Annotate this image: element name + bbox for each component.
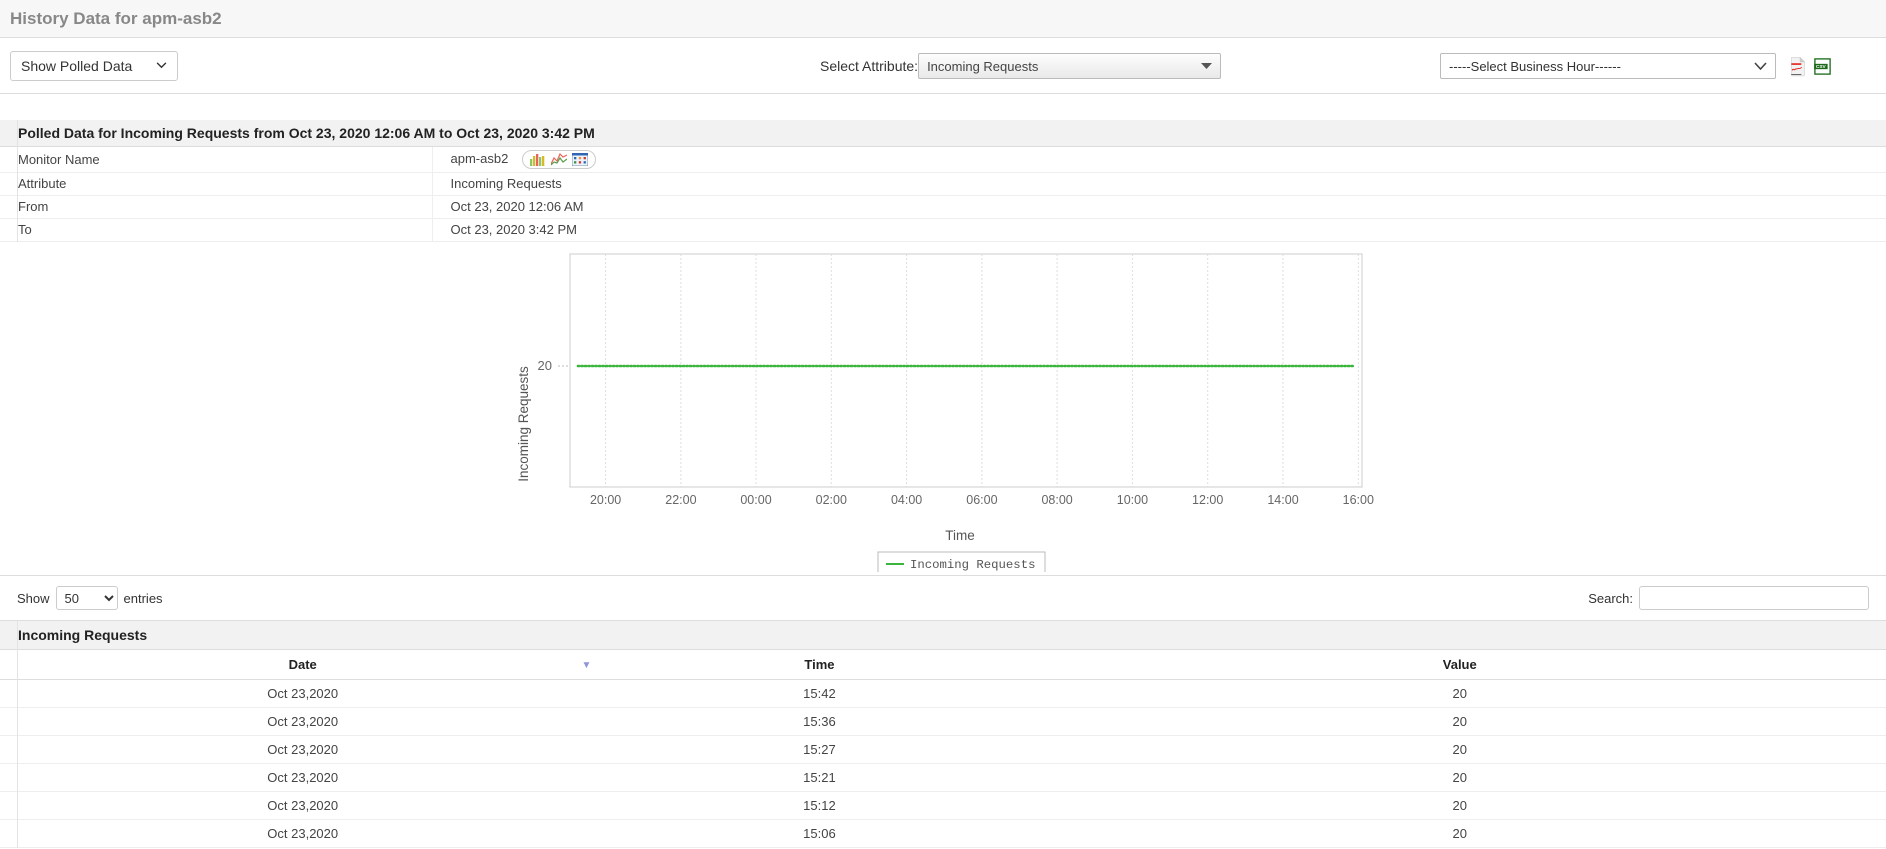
svg-text:22:00: 22:00 — [665, 493, 696, 507]
svg-text:06:00: 06:00 — [966, 493, 997, 507]
svg-text:14:00: 14:00 — [1267, 493, 1298, 507]
svg-text:Time: Time — [945, 528, 975, 543]
svg-text:10:00: 10:00 — [1117, 493, 1148, 507]
svg-text:16:00: 16:00 — [1343, 493, 1374, 507]
svg-text:12:00: 12:00 — [1192, 493, 1223, 507]
svg-text:20: 20 — [538, 358, 552, 373]
svg-text:Incoming Requests: Incoming Requests — [516, 366, 531, 482]
svg-text:20:00: 20:00 — [590, 493, 621, 507]
svg-text:08:00: 08:00 — [1041, 493, 1072, 507]
svg-text:CSV: CSV — [1816, 63, 1827, 69]
svg-text:Incoming Requests: Incoming Requests — [910, 558, 1035, 572]
svg-text:04:00: 04:00 — [891, 493, 922, 507]
svg-text:02:00: 02:00 — [816, 493, 847, 507]
svg-text:00:00: 00:00 — [740, 493, 771, 507]
